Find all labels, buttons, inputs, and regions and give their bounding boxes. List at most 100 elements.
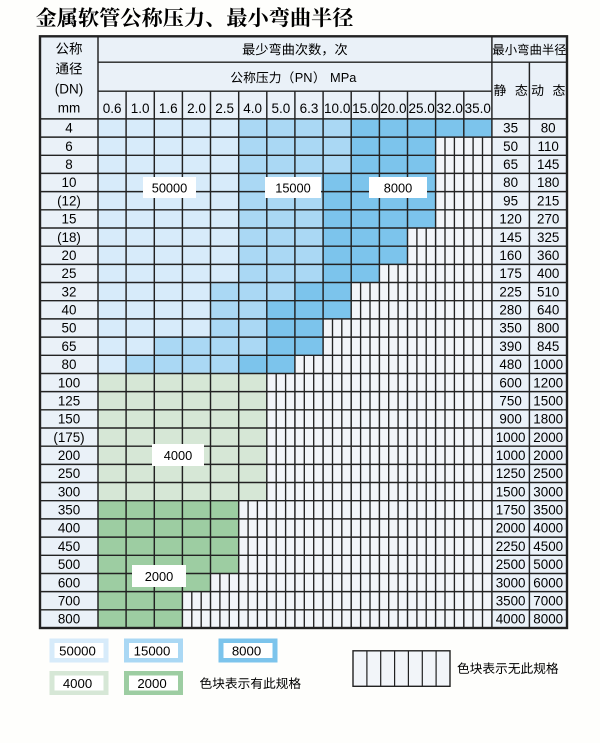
svg-text:1.6: 1.6	[159, 101, 178, 116]
svg-text:95: 95	[503, 193, 518, 208]
svg-text:2000: 2000	[137, 676, 166, 691]
svg-text:3500: 3500	[533, 503, 563, 518]
svg-text:270: 270	[537, 212, 559, 227]
svg-text:35: 35	[503, 121, 518, 136]
svg-text:1500: 1500	[496, 484, 526, 499]
svg-text:120: 120	[499, 212, 521, 227]
svg-text:480: 480	[499, 357, 521, 372]
svg-text:15000: 15000	[275, 181, 311, 196]
svg-text:350: 350	[58, 503, 80, 518]
svg-text:1500: 1500	[533, 393, 563, 408]
svg-text:150: 150	[58, 412, 80, 427]
svg-text:5000: 5000	[533, 557, 563, 572]
svg-text:2000: 2000	[533, 448, 563, 463]
svg-text:750: 750	[499, 393, 521, 408]
svg-text:500: 500	[58, 557, 80, 572]
svg-text:600: 600	[499, 375, 521, 390]
svg-text:1.0: 1.0	[131, 101, 150, 116]
svg-text:360: 360	[537, 248, 559, 263]
svg-text:3000: 3000	[533, 484, 563, 499]
svg-text:20.0: 20.0	[380, 101, 406, 116]
svg-text:110: 110	[538, 139, 559, 154]
svg-text:1800: 1800	[533, 412, 563, 427]
svg-text:800: 800	[537, 321, 559, 336]
svg-text:6: 6	[65, 139, 72, 154]
svg-text:50: 50	[62, 321, 77, 336]
svg-text:145: 145	[499, 230, 521, 245]
svg-text:800: 800	[58, 612, 80, 627]
svg-text:1200: 1200	[533, 375, 563, 390]
svg-text:80: 80	[541, 121, 556, 136]
svg-text:7000: 7000	[533, 593, 563, 608]
svg-text:2500: 2500	[533, 466, 563, 481]
svg-text:25: 25	[62, 266, 77, 281]
svg-text:300: 300	[58, 484, 80, 499]
svg-text:15000: 15000	[134, 643, 171, 658]
svg-text:4.0: 4.0	[243, 101, 262, 116]
svg-text:325: 325	[537, 230, 559, 245]
svg-text:80: 80	[62, 357, 77, 372]
svg-text:160: 160	[499, 248, 521, 263]
svg-text:8: 8	[65, 157, 72, 172]
svg-text:600: 600	[58, 575, 80, 590]
svg-text:215: 215	[537, 193, 559, 208]
svg-text:510: 510	[537, 284, 559, 299]
svg-text:180: 180	[537, 175, 559, 190]
svg-text:125: 125	[58, 393, 80, 408]
svg-text:15.0: 15.0	[352, 101, 378, 116]
svg-text:2.0: 2.0	[187, 101, 206, 116]
svg-text:390: 390	[499, 339, 521, 354]
svg-text:65: 65	[62, 339, 77, 354]
svg-text:50000: 50000	[59, 643, 96, 658]
svg-text:8000: 8000	[232, 643, 261, 658]
svg-text:2000: 2000	[496, 521, 526, 536]
svg-text:845: 845	[537, 339, 559, 354]
svg-text:10: 10	[62, 175, 77, 190]
svg-text:400: 400	[58, 521, 80, 536]
svg-text:32: 32	[62, 284, 77, 299]
svg-text:6.3: 6.3	[300, 101, 319, 116]
svg-text:32.0: 32.0	[437, 101, 463, 116]
svg-text:4000: 4000	[164, 448, 192, 463]
svg-text:145: 145	[537, 157, 559, 172]
svg-text:4000: 4000	[63, 676, 92, 691]
svg-text:65: 65	[503, 157, 518, 172]
svg-text:2000: 2000	[533, 430, 563, 445]
svg-text:3500: 3500	[496, 593, 526, 608]
svg-text:400: 400	[537, 266, 559, 281]
svg-text:4000: 4000	[533, 521, 563, 536]
svg-text:8000: 8000	[533, 612, 563, 627]
svg-text:640: 640	[537, 303, 559, 318]
svg-text:(18): (18)	[57, 230, 81, 245]
svg-text:175: 175	[499, 266, 521, 281]
svg-text:15: 15	[62, 212, 77, 227]
svg-text:mm: mm	[58, 101, 81, 116]
svg-text:5.0: 5.0	[272, 101, 291, 116]
svg-text:2500: 2500	[496, 557, 526, 572]
svg-text:0.6: 0.6	[103, 101, 122, 116]
svg-text:2000: 2000	[145, 569, 173, 584]
svg-text:225: 225	[499, 284, 521, 299]
svg-text:25.0: 25.0	[408, 101, 434, 116]
svg-text:50000: 50000	[152, 181, 188, 196]
svg-text:200: 200	[58, 448, 80, 463]
svg-text:280: 280	[499, 303, 521, 318]
svg-text:MPa: MPa	[330, 70, 357, 85]
svg-text:(175): (175)	[53, 430, 84, 445]
svg-text:2.5: 2.5	[215, 101, 234, 116]
svg-text:1000: 1000	[533, 357, 563, 372]
svg-text:700: 700	[58, 593, 80, 608]
svg-text:4: 4	[65, 121, 73, 136]
svg-text:35.0: 35.0	[465, 101, 491, 116]
svg-text:80: 80	[503, 175, 518, 190]
svg-text:20: 20	[62, 248, 77, 263]
svg-text:40: 40	[62, 303, 77, 318]
svg-text:1000: 1000	[496, 430, 526, 445]
svg-text:900: 900	[499, 412, 521, 427]
svg-text:8000: 8000	[384, 181, 412, 196]
svg-text:250: 250	[58, 466, 80, 481]
svg-text:1750: 1750	[496, 503, 526, 518]
svg-text:1250: 1250	[496, 466, 526, 481]
svg-text:(12): (12)	[57, 193, 81, 208]
svg-text:3000: 3000	[496, 575, 526, 590]
